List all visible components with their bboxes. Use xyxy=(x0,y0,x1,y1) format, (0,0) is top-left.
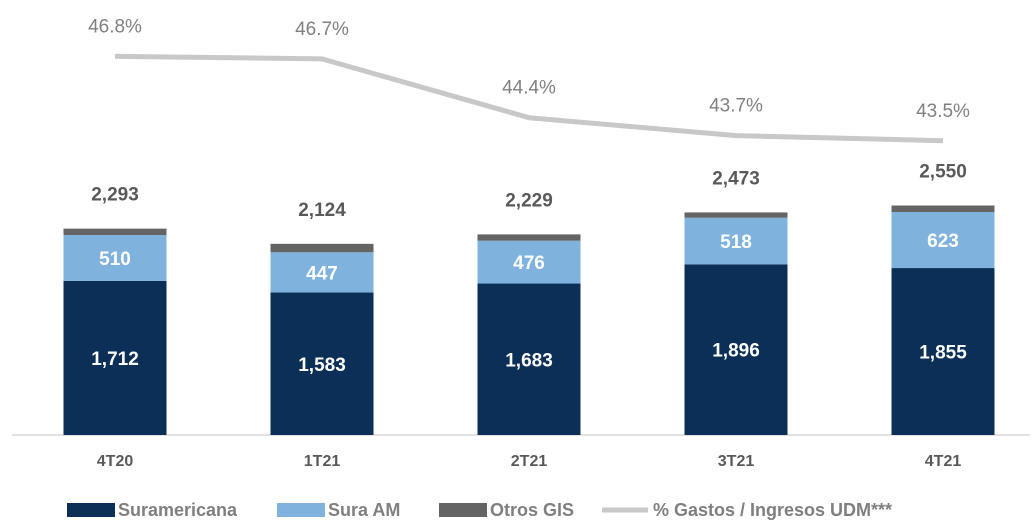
data-label: 518 xyxy=(720,232,752,253)
bar-segment xyxy=(891,268,995,435)
legend-swatch xyxy=(439,503,487,517)
legend-label: Suramericana xyxy=(118,500,238,520)
bar-segment xyxy=(270,243,374,253)
legend-label: Otros GIS xyxy=(490,500,574,520)
line-label: 43.7% xyxy=(709,96,763,117)
data-label: 1,583 xyxy=(298,355,346,376)
data-label: 510 xyxy=(99,249,131,270)
bar-segment xyxy=(684,217,788,265)
bar-segment xyxy=(270,292,374,435)
bar-segment xyxy=(63,235,167,281)
bar-segment xyxy=(270,252,374,293)
legend-label: Sura AM xyxy=(328,500,400,520)
bar-segment xyxy=(477,240,581,284)
x-tick-label: 4T21 xyxy=(925,453,962,470)
bar-segment xyxy=(477,283,581,435)
legend-label: % Gastos / Ingresos UDM*** xyxy=(653,500,892,520)
line-label: 43.5% xyxy=(916,101,970,122)
data-label: 476 xyxy=(513,253,545,274)
line-series xyxy=(114,53,944,144)
data-label: 623 xyxy=(927,231,959,252)
x-tick-label: 1T21 xyxy=(304,453,341,470)
x-tick-label: 4T20 xyxy=(97,453,134,470)
bar-segment xyxy=(684,264,788,435)
legend-swatch xyxy=(67,503,115,517)
data-label: 1,683 xyxy=(505,350,553,371)
data-label: 1,855 xyxy=(919,343,967,364)
bar-segment xyxy=(684,212,788,218)
bar-segment xyxy=(477,234,581,241)
bar-segment xyxy=(63,228,167,236)
total-label: 2,473 xyxy=(712,168,760,189)
x-tick-label: 2T21 xyxy=(511,453,548,470)
bar-segment xyxy=(891,205,995,212)
line-label: 46.7% xyxy=(295,19,349,40)
bar-segment xyxy=(63,280,167,435)
data-label: 1,712 xyxy=(91,349,139,370)
line-label: 46.8% xyxy=(88,16,142,37)
line-label: 44.4% xyxy=(502,78,556,99)
x-tick-label: 3T21 xyxy=(718,453,755,470)
legend-swatch xyxy=(277,503,325,517)
total-label: 2,550 xyxy=(919,162,967,183)
total-label: 2,293 xyxy=(91,185,139,206)
data-label: 1,896 xyxy=(712,341,760,362)
total-label: 2,124 xyxy=(298,200,346,221)
data-label: 447 xyxy=(306,263,338,284)
bar-segment xyxy=(891,211,995,269)
total-label: 2,229 xyxy=(505,190,553,211)
